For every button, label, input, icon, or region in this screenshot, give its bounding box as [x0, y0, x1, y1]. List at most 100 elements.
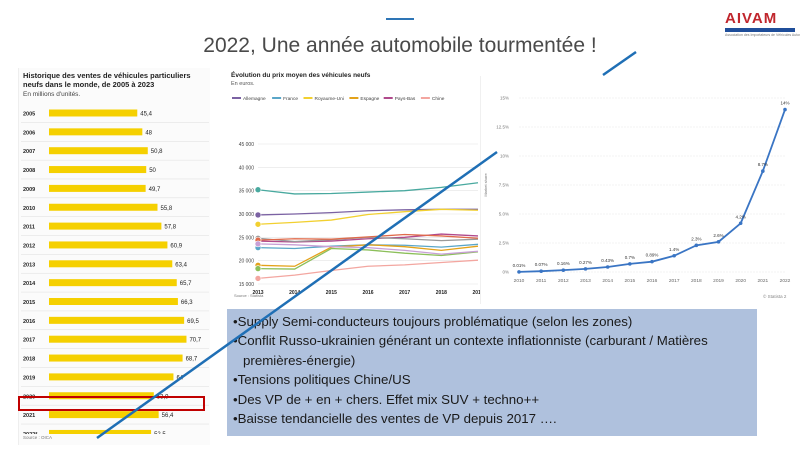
data-point — [605, 265, 610, 269]
legend-label: Pays-Bas — [395, 96, 416, 102]
bar-value-label: 52,5 — [154, 432, 166, 434]
data-point — [672, 253, 676, 258]
x-tick-label: 2015 — [624, 278, 635, 284]
country-flag-marker — [254, 265, 262, 272]
logo-text: AIVAM — [725, 10, 778, 27]
price-series-line — [257, 182, 479, 195]
data-point — [517, 270, 521, 274]
x-tick-label: 2019 — [713, 278, 724, 284]
country-flag-marker — [254, 211, 262, 219]
x-tick-label: 2020 — [735, 278, 746, 284]
highlight-2022-box — [18, 396, 205, 411]
data-label: 2.3% — [691, 236, 701, 241]
bar-category-label: 2012 — [23, 243, 35, 249]
x-tick-label: 2019 — [472, 290, 480, 296]
price-series-line — [257, 208, 479, 225]
data-point — [650, 259, 654, 264]
legend-label: Chine — [432, 96, 445, 102]
bar-category-label: 2017 — [23, 338, 35, 344]
x-tick-label: 2018 — [436, 290, 447, 296]
bar — [49, 335, 187, 343]
statista-credit: © Statista 2 — [763, 294, 787, 299]
data-label: 4.2% — [736, 214, 746, 219]
country-flag-marker — [254, 275, 262, 282]
bar — [49, 279, 177, 287]
market-share-line-chart: 0% 2.5% 5.0% 7.5% 10% 12.5% 15% Market share 201… — [483, 96, 791, 285]
y-tick-label: 12.5% — [496, 125, 509, 130]
y-tick-label: 10% — [500, 154, 509, 159]
bar-value-label: 68,7 — [186, 357, 198, 363]
bar — [49, 109, 138, 117]
bar-category-label: 2009 — [23, 187, 35, 193]
price-line-chart: Allemagne France Royaume-Uni Espagne Pays-Ba… — [232, 96, 480, 296]
bar-category-label: 2015 — [23, 300, 35, 306]
bar-value-label: 57,8 — [164, 225, 176, 231]
key-point: Des VP de + en + chers. Effet mix SUV + … — [233, 390, 751, 409]
y-tick-label: 40 000 — [239, 165, 255, 171]
bar-category-label: 2011 — [23, 225, 35, 231]
x-tick-label: 2016 — [362, 290, 373, 296]
data-point — [761, 169, 765, 173]
data-label: 0.07% — [535, 262, 548, 267]
key-points-list: Supply Semi-conducteurs toujours problém… — [233, 312, 751, 428]
bar-value-label: 45,4 — [140, 112, 152, 118]
bar-category-label: 2013 — [23, 262, 35, 268]
price-chart-subtitle: En euros. — [231, 81, 255, 87]
bar — [49, 411, 159, 419]
y-tick-label: 25 000 — [239, 235, 255, 241]
x-tick-label: 2011 — [536, 278, 547, 284]
logo-subtitle: Association des Importateurs de Véhicule… — [725, 33, 800, 37]
key-point: Conflit Russo-ukrainien générant un cont… — [233, 331, 751, 370]
price-chart-title: Évolution du prix moyen des véhicules ne… — [231, 72, 371, 79]
key-point: Supply Semi-conducteurs toujours problém… — [233, 312, 751, 331]
market-share-chart-panel: 0% 2.5% 5.0% 7.5% 10% 12.5% 15% Market share 201… — [480, 76, 798, 304]
slide-title: 2022, Une année automobile tourmentée ! — [203, 34, 597, 57]
bar — [49, 373, 174, 381]
sales-chart-title: Historique des ventes de véhicules parti… — [23, 71, 191, 89]
legend-label: France — [283, 96, 298, 102]
bar-category-label: 2008 — [23, 168, 35, 174]
bar — [49, 354, 183, 362]
data-point — [738, 221, 743, 226]
bar — [49, 166, 147, 174]
y-tick-label: 35 000 — [239, 189, 255, 195]
x-tick-label: 2015 — [326, 290, 337, 296]
bar-category-label: 2021 — [23, 413, 35, 419]
bar-value-label: 56,4 — [162, 413, 174, 419]
legend-label: Allemagne — [243, 96, 266, 102]
data-point — [716, 240, 721, 244]
x-tick-label: 2014 — [602, 278, 613, 284]
x-tick-label: 2021 — [757, 278, 768, 284]
bar-value-label: 70,7 — [189, 338, 201, 344]
data-point — [539, 269, 543, 273]
country-flag-marker — [254, 240, 262, 248]
bar-value-label: 69,5 — [187, 319, 199, 325]
bar-value-label: 66,3 — [181, 300, 193, 306]
bar-value-label: 50,8 — [151, 149, 163, 155]
logo-underline — [725, 28, 795, 32]
bar — [49, 222, 162, 230]
x-tick-label: 2022 — [780, 278, 791, 284]
bar — [49, 241, 168, 249]
y-tick-label: 15% — [500, 96, 509, 101]
data-label: 0.27% — [579, 260, 592, 265]
y-tick-label: 15 000 — [239, 282, 255, 288]
data-point — [561, 268, 566, 272]
x-tick-label: 2016 — [647, 278, 658, 284]
price-chart-source: Source : Statista — [234, 293, 264, 298]
key-points-box: Supply Semi-conducteurs toujours problém… — [227, 309, 757, 436]
x-tick-label: 2017 — [399, 290, 410, 296]
bar-category-label: 2007 — [23, 149, 35, 155]
data-label: 0.43% — [601, 258, 614, 263]
sales-chart-source: Source : OICA — [23, 435, 53, 440]
data-label: 0.89% — [646, 253, 659, 258]
y-tick-label: 2.5% — [499, 241, 509, 246]
y-tick-label: 45 000 — [239, 142, 255, 148]
bar-value-label: 48 — [145, 130, 152, 136]
data-point — [628, 262, 632, 266]
sales-chart-subtitle: En millions d'unités. — [23, 91, 81, 98]
bar-category-label: 2006 — [23, 130, 35, 136]
bar-category-label: 2018 — [23, 357, 35, 363]
y-tick-label: 20 000 — [239, 259, 255, 265]
bar-value-label: 55,8 — [161, 206, 173, 212]
